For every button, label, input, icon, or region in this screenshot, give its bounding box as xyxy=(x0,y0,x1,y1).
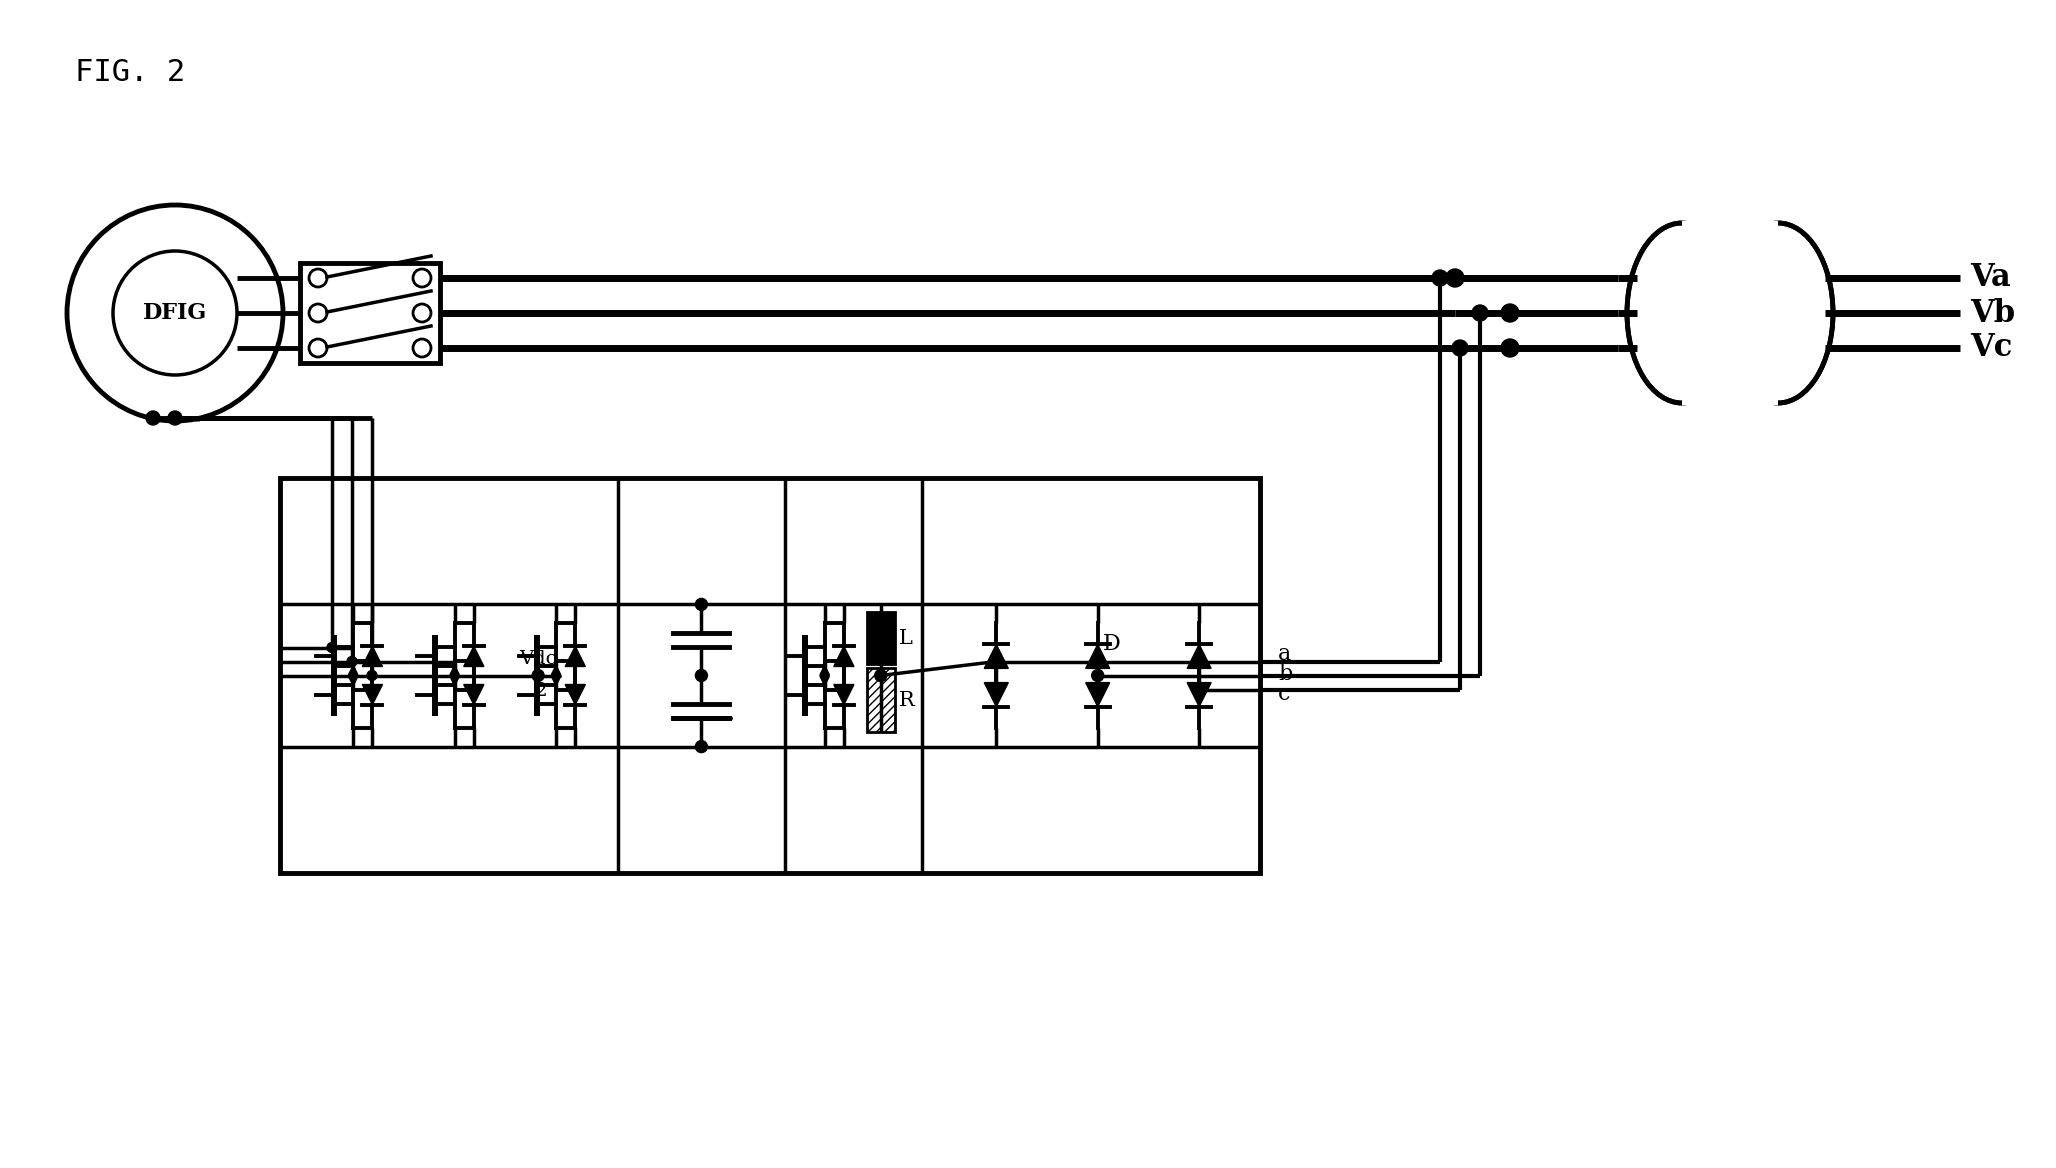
Text: b: b xyxy=(1279,662,1293,684)
Text: DFIG: DFIG xyxy=(142,303,208,324)
Polygon shape xyxy=(1086,682,1110,707)
Text: Vb: Vb xyxy=(1970,298,2015,328)
Text: a: a xyxy=(1279,642,1291,665)
Text: Va: Va xyxy=(1970,263,2011,293)
Bar xyxy=(300,263,440,363)
Polygon shape xyxy=(835,646,853,667)
Bar xyxy=(868,668,894,732)
Polygon shape xyxy=(985,682,1007,707)
Circle shape xyxy=(695,669,707,681)
Circle shape xyxy=(1501,339,1519,357)
Text: Vdc: Vdc xyxy=(520,651,557,668)
Circle shape xyxy=(347,656,358,667)
Circle shape xyxy=(1452,340,1468,356)
Circle shape xyxy=(1445,269,1464,287)
Circle shape xyxy=(1472,305,1489,321)
Polygon shape xyxy=(362,646,382,667)
Circle shape xyxy=(368,670,376,681)
Polygon shape xyxy=(985,645,1007,668)
Text: D: D xyxy=(1102,633,1121,655)
Text: c: c xyxy=(1279,682,1291,704)
Polygon shape xyxy=(835,684,853,704)
Bar xyxy=(868,612,894,665)
Circle shape xyxy=(695,741,707,752)
Text: Vc: Vc xyxy=(1970,333,2013,363)
Polygon shape xyxy=(1186,682,1211,707)
Text: FIG. 2: FIG. 2 xyxy=(74,58,185,86)
Text: R: R xyxy=(898,691,915,710)
Polygon shape xyxy=(565,684,586,704)
Circle shape xyxy=(146,411,160,425)
Circle shape xyxy=(991,655,1001,667)
Bar xyxy=(1682,221,1741,405)
Bar xyxy=(1719,221,1778,405)
Circle shape xyxy=(1501,304,1519,322)
Circle shape xyxy=(533,669,545,681)
Circle shape xyxy=(1431,270,1447,286)
Circle shape xyxy=(1092,669,1104,681)
Circle shape xyxy=(874,669,886,681)
Text: 2: 2 xyxy=(528,682,547,701)
Polygon shape xyxy=(1086,645,1110,668)
Circle shape xyxy=(169,411,183,425)
Polygon shape xyxy=(362,684,382,704)
Polygon shape xyxy=(465,684,483,704)
Text: L: L xyxy=(898,628,913,648)
Polygon shape xyxy=(565,646,586,667)
Polygon shape xyxy=(1186,645,1211,668)
Polygon shape xyxy=(465,646,483,667)
Bar xyxy=(280,478,1260,872)
Circle shape xyxy=(327,642,337,653)
Circle shape xyxy=(1192,683,1205,695)
Circle shape xyxy=(695,598,707,611)
